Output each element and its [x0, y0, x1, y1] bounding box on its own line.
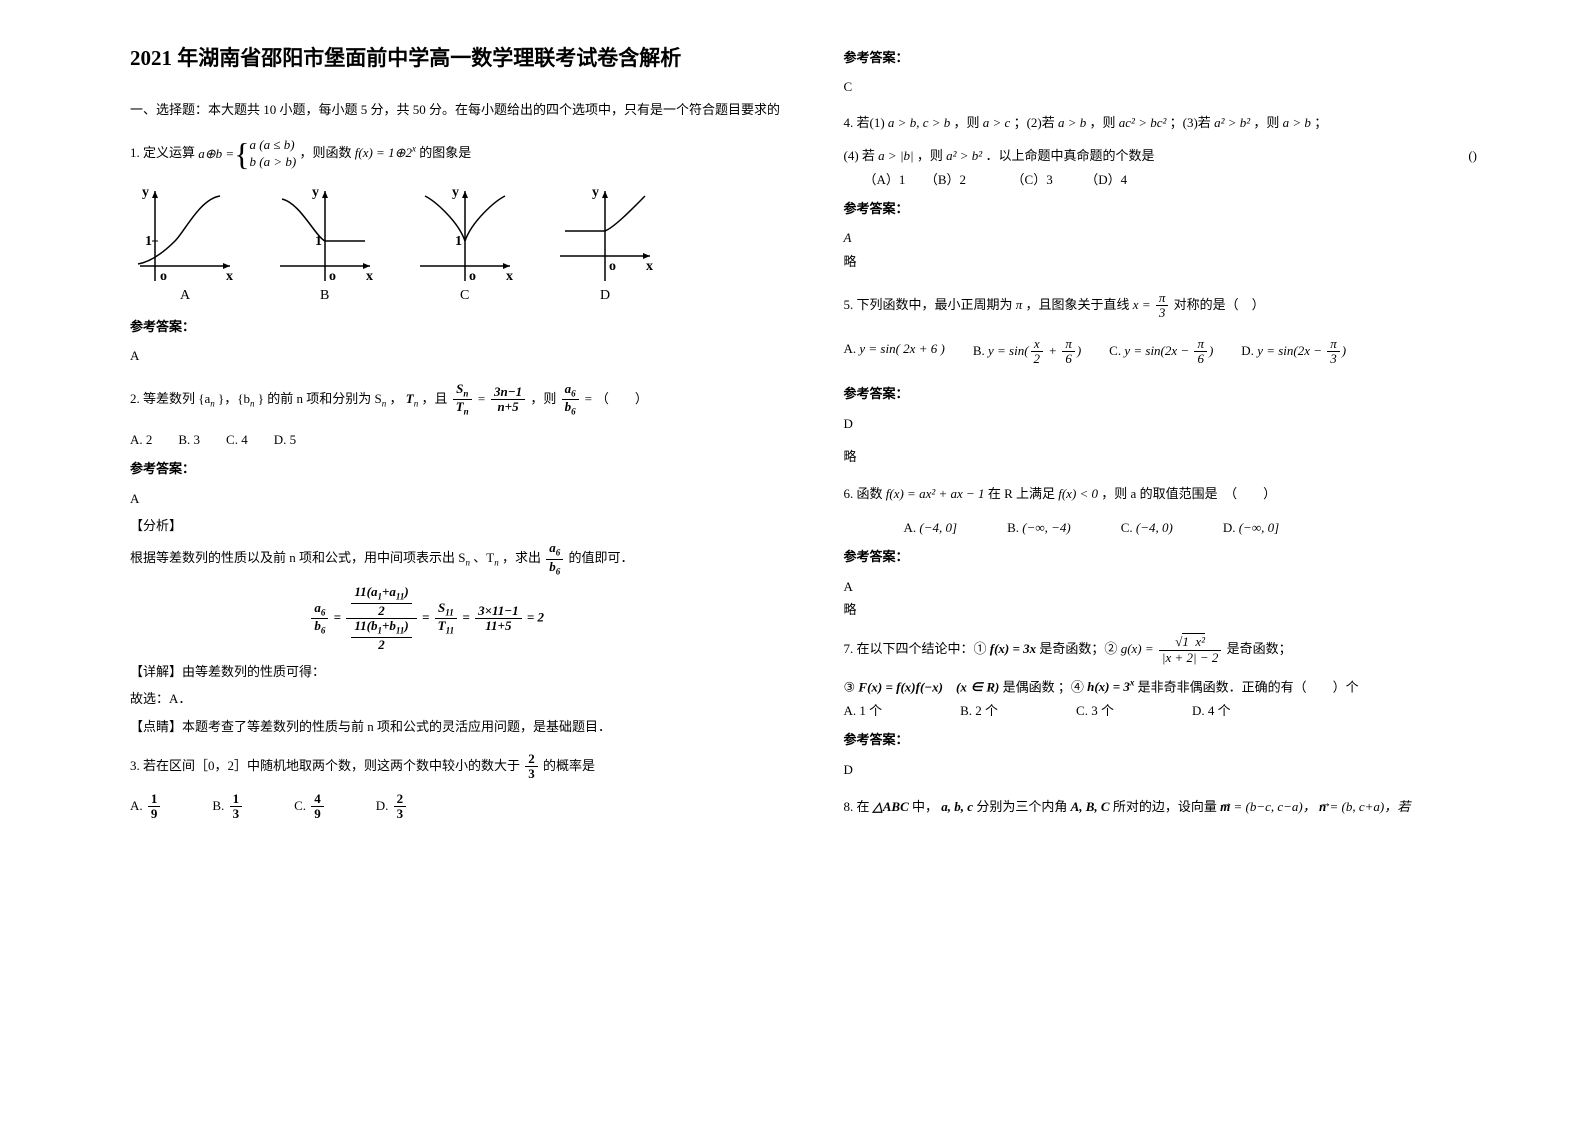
answer-label: 参考答案：: [130, 457, 784, 480]
answer-label: 参考答案：: [844, 46, 1498, 69]
q2-c: } 的前 n 项和分别为 S: [258, 391, 382, 406]
question-7: 7. 在以下四个结论中：① f(x) = 3x 是奇函数；② g(x) = √1…: [844, 635, 1498, 665]
svg-text:x: x: [226, 269, 233, 284]
q2-f: ，则: [530, 391, 559, 406]
svg-text:y: y: [142, 185, 149, 200]
q1-stem-a: 1. 定义运算: [130, 145, 198, 160]
q2-d: ，: [389, 391, 402, 406]
svg-text:1: 1: [455, 234, 462, 249]
q2-analysis-label: 【分析】: [130, 514, 784, 537]
q7-answer: D: [844, 758, 1498, 781]
svg-text:y: y: [312, 185, 319, 200]
q2-formula: a6b6 = 11(a1+a11)2 11(b1+b11)2 = S11T11 …: [130, 585, 724, 652]
graph-b: 1 o x y B: [270, 181, 380, 301]
q2-b: }，{b: [218, 391, 250, 406]
section-head: 一、选择题：本大题共 10 小题，每小题 5 分，共 50 分。在每小题给出的四…: [130, 98, 784, 121]
q2-a: 2. 等差数列 {a: [130, 391, 210, 406]
q4-intro: 4. 若(1): [844, 115, 888, 130]
q4-line2: (4) 若 a > |b| ，则 a² > b² ．以上命题中真命题的个数是 (…: [844, 144, 1498, 167]
answer-label: 参考答案：: [844, 197, 1498, 220]
q8-c: 分别为三个内角: [976, 799, 1070, 814]
q6-a: 6. 函数: [844, 486, 886, 501]
q2-answer: A: [130, 487, 784, 510]
q6-b: 在 R 上满足: [988, 486, 1058, 501]
svg-text:y: y: [592, 185, 599, 200]
question-8: 8. 在 △ABC 中， a, b, c 分别为三个内角 A, B, C 所对的…: [844, 795, 1498, 818]
svg-text:x: x: [646, 259, 653, 274]
right-column: 参考答案： C 4. 若(1) a > b, c > b ，则 a > c ；(…: [814, 40, 1528, 1082]
q3-b: 的概率是: [543, 758, 595, 773]
q7-line2: ③ F(x) = f(x)f(−x) (x ∈ R) 是偶函数 ；④ h(x) …: [844, 675, 1498, 699]
q6-answer: A: [844, 575, 1498, 598]
q4-answer: A: [844, 226, 1498, 249]
svg-text:y: y: [452, 185, 459, 200]
svg-text:1: 1: [315, 234, 322, 249]
q4-lue: 略: [844, 250, 1498, 273]
q8-a: 8. 在: [844, 799, 873, 814]
q5-b: ，且图象关于直线: [1026, 297, 1133, 312]
svg-text:o: o: [469, 269, 476, 284]
q1-case2: b (a > b): [250, 154, 297, 169]
q1-answer: A: [130, 344, 784, 367]
svg-text:o: o: [609, 259, 616, 274]
question-2: 2. 等差数列 {an }，{bn } 的前 n 项和分别为 Sn ， Tn ，…: [130, 382, 784, 418]
q3-choices: A. 19 B. 13 C. 49 D. 23: [130, 792, 784, 822]
q7-b: 是奇函数；②: [1039, 641, 1120, 656]
q4-blank: (): [1468, 144, 1477, 167]
answer-label: 参考答案：: [844, 545, 1498, 568]
q2-analysis: 根据等差数列的性质以及前 n 项和公式，用中间项表示出 Sn 、Tn ，求出 a…: [130, 541, 784, 577]
svg-text:1: 1: [145, 234, 152, 249]
q1-piecewise: a⊕b = { a (a ≤ b) b (a > b): [198, 137, 296, 171]
answer-label: 参考答案：: [130, 315, 784, 338]
q6-c: ，则 a 的取值范围是 （ ）: [1101, 486, 1276, 501]
q5-lue: 略: [844, 445, 1498, 468]
q5-answer: D: [844, 412, 1498, 435]
q2-choices: A. 2 B. 3 C. 4 D. 5: [130, 428, 784, 451]
graph-a: 1 o x y A: [130, 181, 240, 301]
graph-d: o x y D: [550, 181, 660, 301]
question-4: 4. 若(1) a > b, c > b ，则 a > c ；(2)若 a > …: [844, 111, 1498, 134]
q5-a: 5. 下列函数中，最小正周期为: [844, 297, 1016, 312]
svg-text:C: C: [460, 288, 469, 301]
q3-answer: C: [844, 75, 1498, 98]
svg-text:D: D: [600, 288, 610, 301]
graph-c: 1 o x y C: [410, 181, 520, 301]
q1-stem-b: ，则函数: [299, 145, 354, 160]
svg-text:o: o: [160, 269, 167, 284]
answer-label: 参考答案：: [844, 382, 1498, 405]
q5-c: 对称的是（ ）: [1174, 297, 1265, 312]
q1-ab: a⊕b =: [198, 142, 234, 165]
q8-b: 中，: [912, 799, 938, 814]
question-6: 6. 函数 f(x) = ax² + ax − 1 在 R 上满足 f(x) <…: [844, 482, 1498, 505]
page-title: 2021 年湖南省邵阳市堡面前中学高一数学理联考试卷含解析: [130, 40, 784, 78]
svg-text:x: x: [366, 269, 373, 284]
q2-e: ，且: [421, 391, 450, 406]
q7-c: 是奇函数；: [1227, 641, 1292, 656]
q3-a: 3. 若在区间［0，2］中随机地取两个数，则这两个数中较小的数大于: [130, 758, 523, 773]
q6-lue: 略: [844, 598, 1498, 621]
left-column: 2021 年湖南省邵阳市堡面前中学高一数学理联考试卷含解析 一、选择题：本大题共…: [100, 40, 814, 1082]
q1-fx: f(x) = 1⊕2: [355, 145, 412, 160]
q5-choices: A. y = sin( 2x + 6 ) B. y = sin(x2 + π6)…: [844, 337, 1498, 367]
svg-text:x: x: [506, 269, 513, 284]
q4-choices: （A）1 （B）2 （C）3 （D）4: [864, 168, 1498, 191]
svg-text:A: A: [180, 288, 191, 301]
question-5: 5. 下列函数中，最小正周期为 π ，且图象关于直线 x = π3 对称的是（ …: [844, 291, 1498, 321]
q1-graphs: 1 o x y A 1 o x y B 1: [130, 181, 784, 301]
q2-conclude: 故选：A．: [130, 687, 784, 710]
q8-d: 所对的边，设向量: [1113, 799, 1220, 814]
q1-exp: x: [412, 144, 416, 154]
q1-case1: a (a ≤ b): [250, 137, 295, 152]
q2-comment: 【点睛】本题考查了等差数列的性质与前 n 项和公式的灵活应用问题，是基础题目．: [130, 715, 784, 738]
q1-stem-c: 的图象是: [419, 145, 471, 160]
q6-choices: A. (−4, 0] B. (−∞, −4) C. (−4, 0) D. (−∞…: [904, 516, 1498, 539]
q7-a: 7. 在以下四个结论中：①: [844, 641, 990, 656]
q2-detail-label: 【详解】由等差数列的性质可得：: [130, 660, 784, 683]
answer-label: 参考答案：: [844, 728, 1498, 751]
question-3: 3. 若在区间［0，2］中随机地取两个数，则这两个数中较小的数大于 23 的概率…: [130, 752, 784, 782]
svg-text:o: o: [329, 269, 336, 284]
q7-choices: A. 1 个 B. 2 个 C. 3 个 D. 4 个: [844, 699, 1498, 722]
question-1: 1. 定义运算 a⊕b = { a (a ≤ b) b (a > b) ，则函数…: [130, 137, 784, 171]
svg-text:B: B: [320, 288, 329, 301]
